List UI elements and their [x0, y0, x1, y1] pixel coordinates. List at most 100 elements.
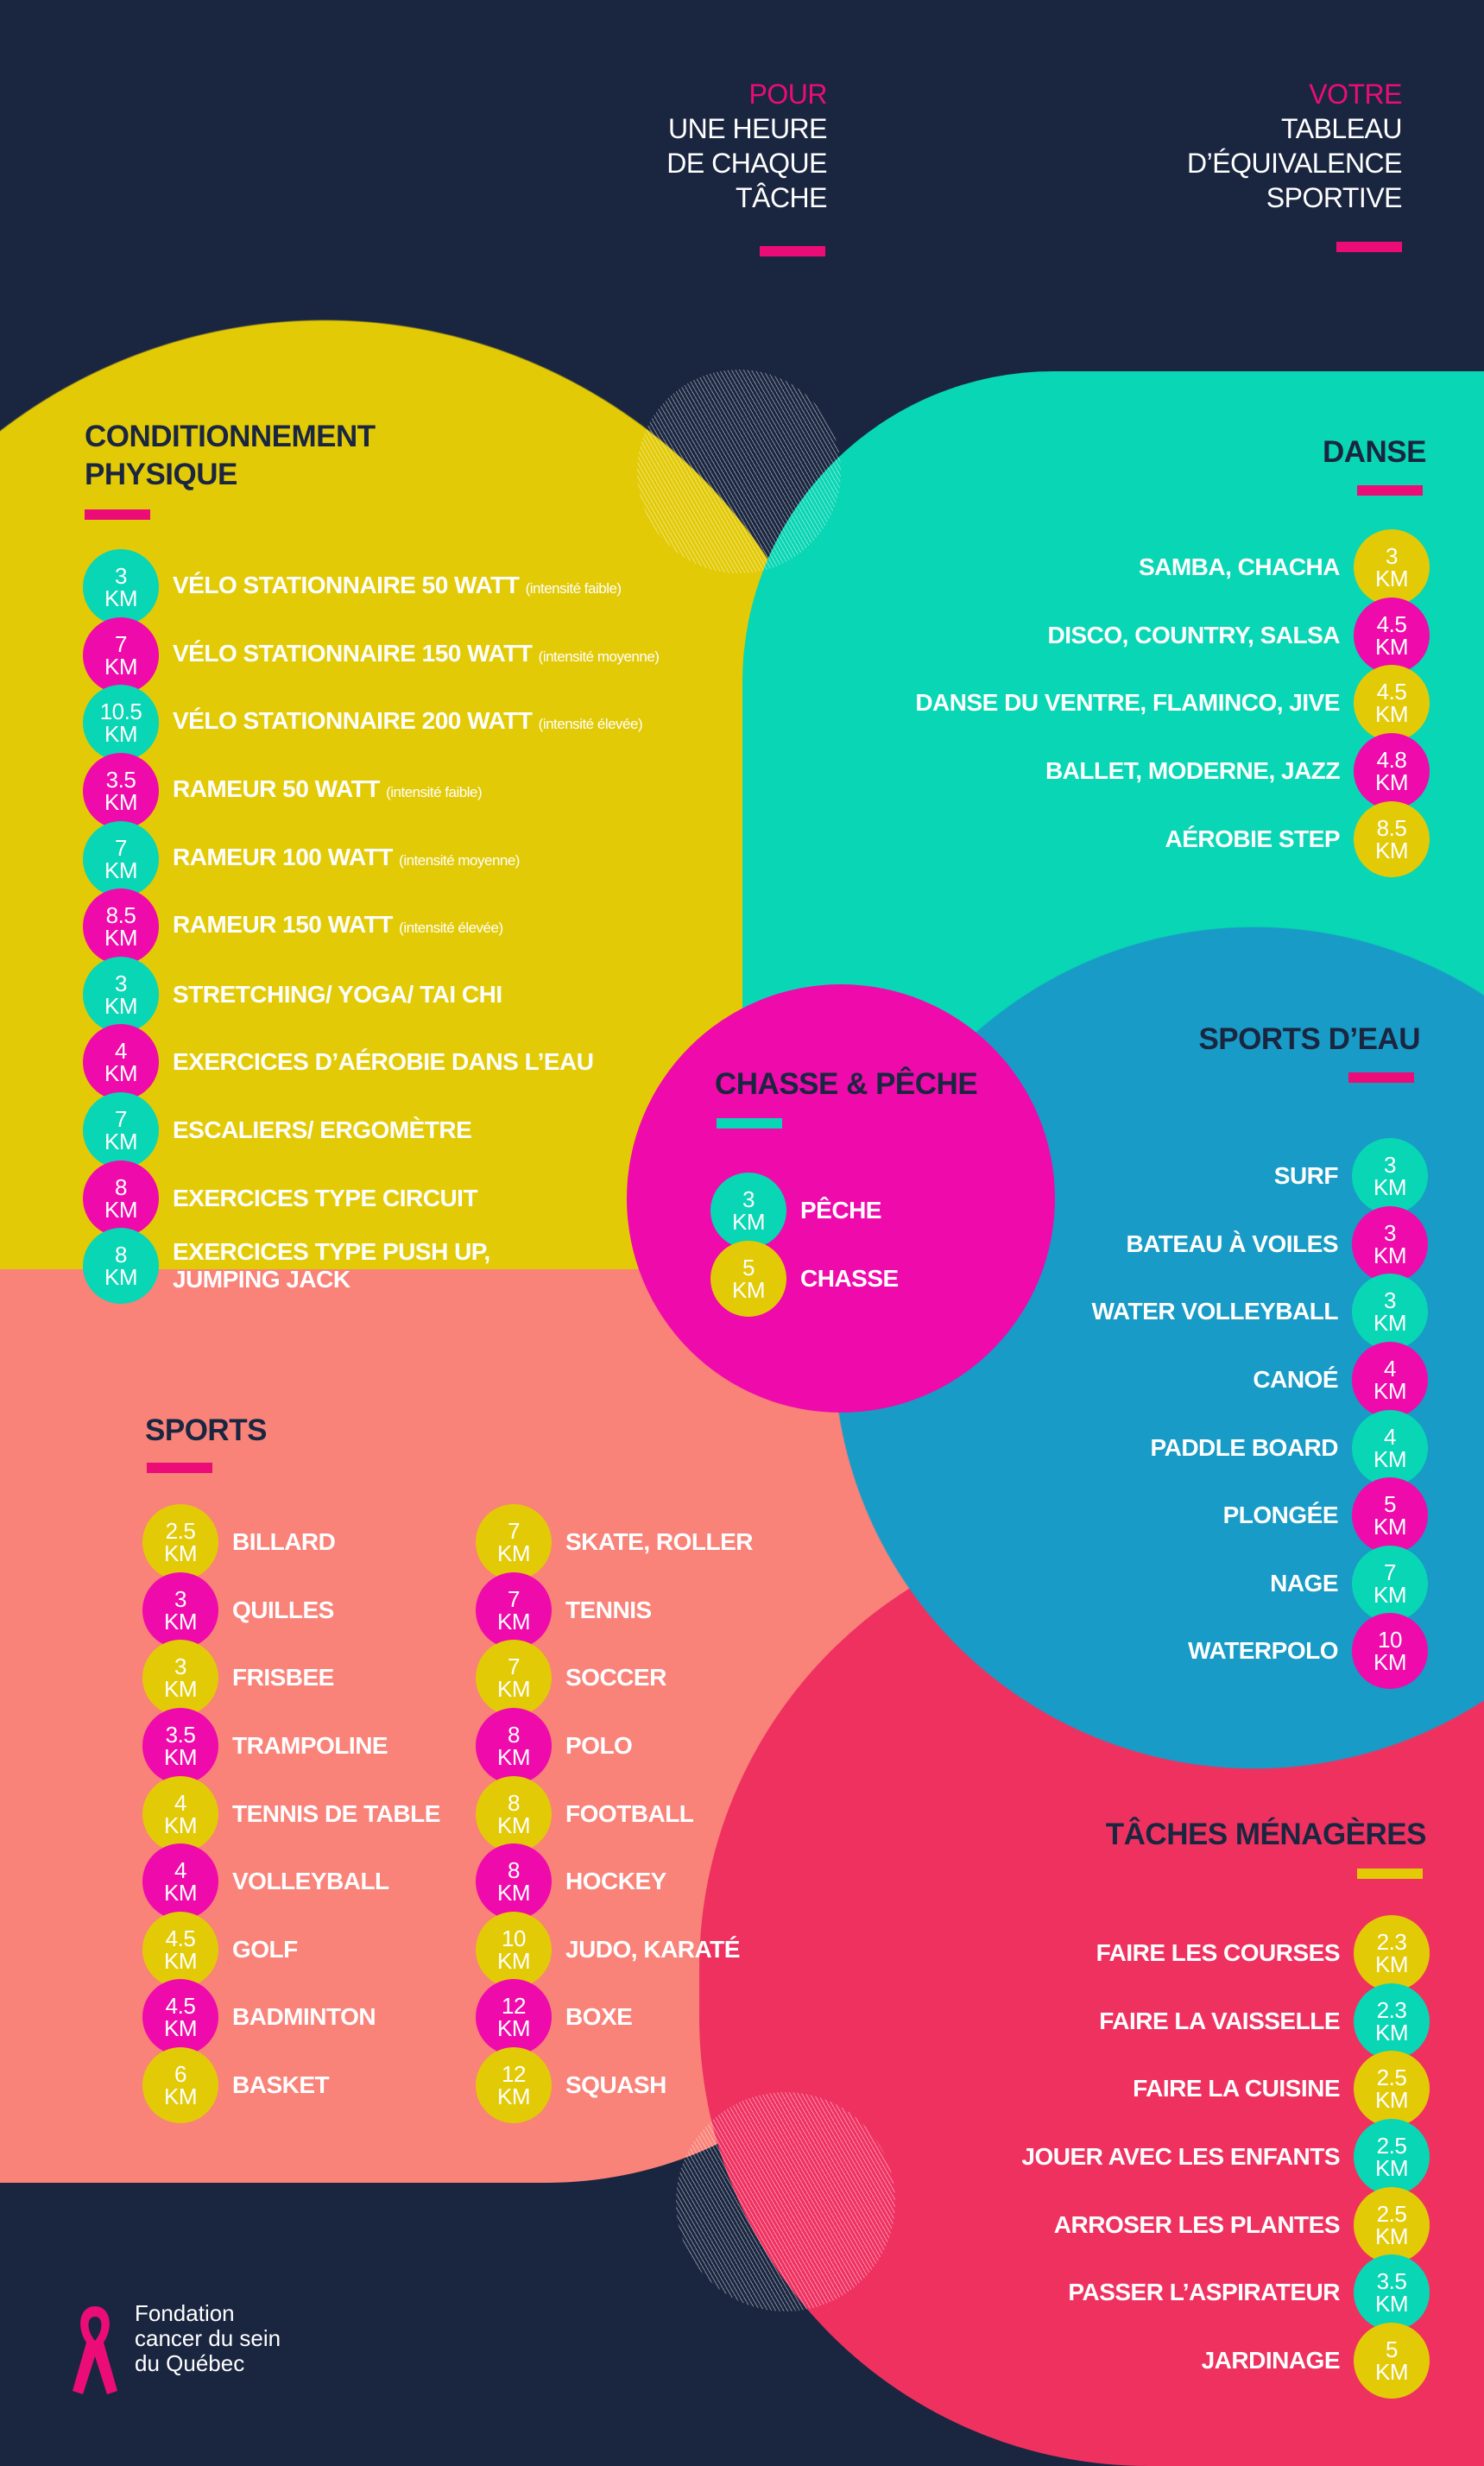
activity-name: EXERCICES TYPE CIRCUIT [173, 1184, 478, 1211]
intensity-note: (intensité moyenne) [538, 648, 660, 665]
activity-name-line: VOLLEYBALL [232, 1868, 389, 1895]
activity-label: BOXE [565, 2003, 633, 2031]
distance-badge: 4.5 KM [142, 1979, 218, 2056]
activity-label: VÉLO STATIONNAIRE 150 WATT (intensité mo… [173, 640, 660, 671]
distance-unit: KM [1375, 769, 1409, 796]
activity-label: CHASSE [800, 1265, 899, 1293]
list-item: 3 KM WATER VOLLEYBALL [1078, 1274, 1428, 1350]
activity-name: FAIRE LA VAISSELLE [1099, 2007, 1340, 2034]
list-item: 8.5 KM RAMEUR 150 WATT (intensité élevée) [83, 888, 673, 965]
activity-label: BADMINTON [232, 2003, 376, 2031]
activity-label: WATER VOLLEYBALL [1092, 1298, 1339, 1325]
activity-name: STRETCHING/ YOGA/ TAI CHI [173, 980, 502, 1008]
activity-name: CANOÉ [1253, 1366, 1338, 1394]
activity-label: BASKET [232, 2071, 330, 2099]
distance-badge: 3 KM [1352, 1138, 1428, 1215]
activity-label: BALLET, MODERNE, JAZZ [1045, 757, 1341, 785]
distance-value: 4 [174, 1857, 186, 1884]
distance-badge: 2.5 KM [142, 1504, 218, 1581]
fitness-list: 3 KM VÉLO STATIONNAIRE 50 WATT (intensité … [83, 549, 673, 1305]
distance-value: 2.3 [1376, 1996, 1407, 2023]
list-item: 7 KM SKATE, ROLLER [476, 1504, 767, 1581]
list-item: 3 KM BATEAU À VOILES [1078, 1205, 1428, 1282]
activity-label: TRAMPOLINE [232, 1732, 388, 1760]
activity-label: JUDO, KARATÉ [565, 1936, 740, 1963]
distance-value: 7 [115, 1106, 127, 1133]
danse-title: DANSE [1322, 435, 1427, 469]
taches-list: 2.3 KM FAIRE LES COURSES 2.3 KM FAIRE LA VAIS… [1007, 1915, 1430, 2399]
activity-name: VÉLO STATIONNAIRE 200 WATT [173, 707, 533, 735]
distance-badge: 7 KM [476, 1571, 552, 1648]
distance-value: 8 [115, 1242, 127, 1268]
list-item: 6 KM BASKET [142, 2047, 454, 2124]
activity-name-line: BILLARD [232, 1528, 336, 1556]
distance-badge: 3.5 KM [83, 753, 159, 830]
distance-value: 7 [508, 1518, 520, 1545]
activity-label: SURF [1274, 1162, 1339, 1190]
list-item: 5 KM PLONGÉE [1078, 1477, 1428, 1554]
distance-unit: KM [164, 1947, 198, 1974]
distance-unit: KM [164, 1880, 198, 1906]
intensity-note: (intensité faible) [525, 580, 622, 598]
list-item: 8 KM HOCKEY [476, 1843, 767, 1920]
activity-name: TENNIS [565, 1596, 652, 1623]
activity-name-line: SAMBA, CHACHA [1139, 553, 1341, 581]
distance-value: 3 [174, 1653, 186, 1680]
chasse-title: CHASSE & PÊCHE [715, 1067, 978, 1101]
distance-value: 4 [174, 1789, 186, 1816]
activity-name: BATEAU À VOILES [1126, 1230, 1338, 1257]
distance-badge: 7 KM [476, 1640, 552, 1717]
logo-line: Fondation [135, 2300, 235, 2326]
distance-badge: 2.5 KM [1354, 2119, 1430, 2196]
distance-value: 8 [508, 1857, 520, 1884]
activity-label: FAIRE LA CUISINE [1133, 2075, 1340, 2102]
activity-name: JUDO, KARATÉ [565, 1935, 740, 1963]
activity-name: EXERCICES D’AÉROBIE DANS L’EAU [173, 1048, 594, 1076]
activity-name-line: SOCCER [565, 1664, 666, 1691]
intensity-note: (intensité élevée) [399, 920, 503, 937]
activity-name: GOLF [232, 1935, 298, 1963]
activity-label: POLO [565, 1732, 633, 1760]
danse-bar [1357, 485, 1423, 496]
activity-name: PADDLE BOARD [1150, 1433, 1339, 1461]
fitness-title-line: CONDITIONNEMENT [85, 420, 376, 453]
activity-name: TENNIS DE TABLE [232, 1799, 440, 1827]
activity-name: RAMEUR 150 WATT [173, 911, 393, 939]
activity-name-line: FAIRE LA CUISINE [1133, 2075, 1340, 2102]
header-left-accent: POUR [748, 79, 828, 110]
activity-name-line: TRAMPOLINE [232, 1732, 388, 1760]
distance-badge: 8.5 KM [1354, 800, 1430, 877]
list-item: 4 KM VOLLEYBALL [142, 1843, 454, 1920]
header-left-line: TÂCHE [736, 182, 827, 213]
activity-name: POLO [565, 1732, 633, 1760]
activity-name-line: BADMINTON [232, 2003, 376, 2031]
activity-name: SOCCER [565, 1664, 666, 1691]
activity-label: EXERCICES TYPE CIRCUIT [173, 1184, 478, 1212]
activity-label: TENNIS DE TABLE [232, 1800, 440, 1828]
distance-value: 7 [115, 834, 127, 861]
distance-unit: KM [497, 2015, 531, 2042]
distance-badge: 4 KM [1352, 1342, 1428, 1419]
distance-value: 6 [174, 2061, 186, 2088]
sports-title: SPORTS [145, 1413, 267, 1447]
distance-unit: KM [1375, 566, 1409, 592]
list-item: 7 KM SOCCER [476, 1640, 767, 1717]
distance-badge: 2.5 KM [1354, 2051, 1430, 2128]
list-item: 3 KM VÉLO STATIONNAIRE 50 WATT (intensité … [83, 549, 673, 626]
activity-name: DANSE DU VENTRE, FLAMINCO, JIVE [915, 689, 1340, 717]
activity-name-line: DISCO, COUNTRY, SALSA [1048, 622, 1341, 649]
list-item: 2.5 KM FAIRE LA CUISINE [1007, 2051, 1430, 2128]
list-item: 10 KM WATERPOLO [1078, 1613, 1428, 1690]
distance-unit: KM [497, 1540, 531, 1567]
distance-unit: KM [1373, 1649, 1407, 1676]
list-item: 3 KM QUILLES [142, 1571, 454, 1648]
distance-value: 10 [1378, 1627, 1402, 1653]
activity-name-line: FRISBEE [232, 1664, 334, 1691]
list-item: 4 KM PADDLE BOARD [1078, 1409, 1428, 1486]
activity-name: RAMEUR 50 WATT [173, 775, 380, 803]
activity-name: WATERPOLO [1188, 1637, 1338, 1665]
eau-list: 3 KM SURF 3 KM BATEAU À VOILES 3 KM WATER VOLLEY… [1078, 1138, 1428, 1690]
distance-unit: KM [497, 2083, 531, 2110]
activity-name: RAMEUR 100 WATT [173, 843, 393, 870]
distance-unit: KM [1375, 2087, 1409, 2114]
